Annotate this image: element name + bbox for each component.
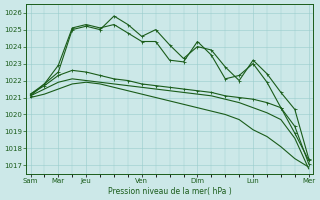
X-axis label: Pression niveau de la mer( hPa ): Pression niveau de la mer( hPa ) — [108, 187, 231, 196]
